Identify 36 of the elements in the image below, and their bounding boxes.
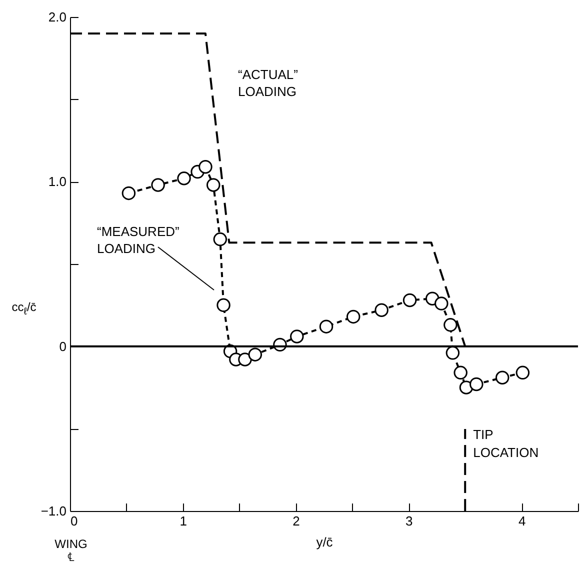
point (216, 298, 230, 312)
point (206, 178, 220, 192)
text: WING ℄ (54, 537, 88, 564)
x-axis-title: y/c̄ (316, 534, 334, 550)
point (444, 318, 458, 332)
y-tick-label: −1.0 (40, 504, 66, 518)
point (434, 296, 448, 310)
y-tick-label: 0 (59, 338, 66, 354)
ref-line-label: TIP LOCATION (473, 427, 539, 460)
x-tick-label: 3 (406, 514, 413, 528)
point (198, 160, 212, 174)
point (470, 377, 484, 392)
series-label: “ACTUAL” LOADING (238, 67, 298, 99)
point (516, 366, 530, 380)
point (248, 348, 262, 362)
point (213, 232, 228, 246)
point (495, 370, 510, 384)
point (454, 366, 468, 380)
y-tick-label: 2.0 (48, 10, 66, 24)
point (238, 352, 252, 366)
point (151, 178, 165, 192)
point (446, 346, 460, 360)
point (177, 172, 191, 186)
x-tick-label: 2 (292, 514, 300, 528)
x-tick-label: 1 (180, 514, 188, 528)
point (402, 293, 417, 308)
point (346, 310, 360, 324)
y-axis-title: cc$_{ℓ}$/c̄ (10, 300, 38, 318)
x-tick-label: 0 (70, 514, 78, 528)
text: “MEASURED” LOADING (97, 224, 180, 256)
y-tick-label: 1.0 (48, 174, 66, 190)
point (290, 330, 304, 344)
point (374, 303, 388, 317)
point (319, 320, 334, 334)
point (122, 186, 136, 200)
x-tick-label: 4 (518, 514, 526, 528)
